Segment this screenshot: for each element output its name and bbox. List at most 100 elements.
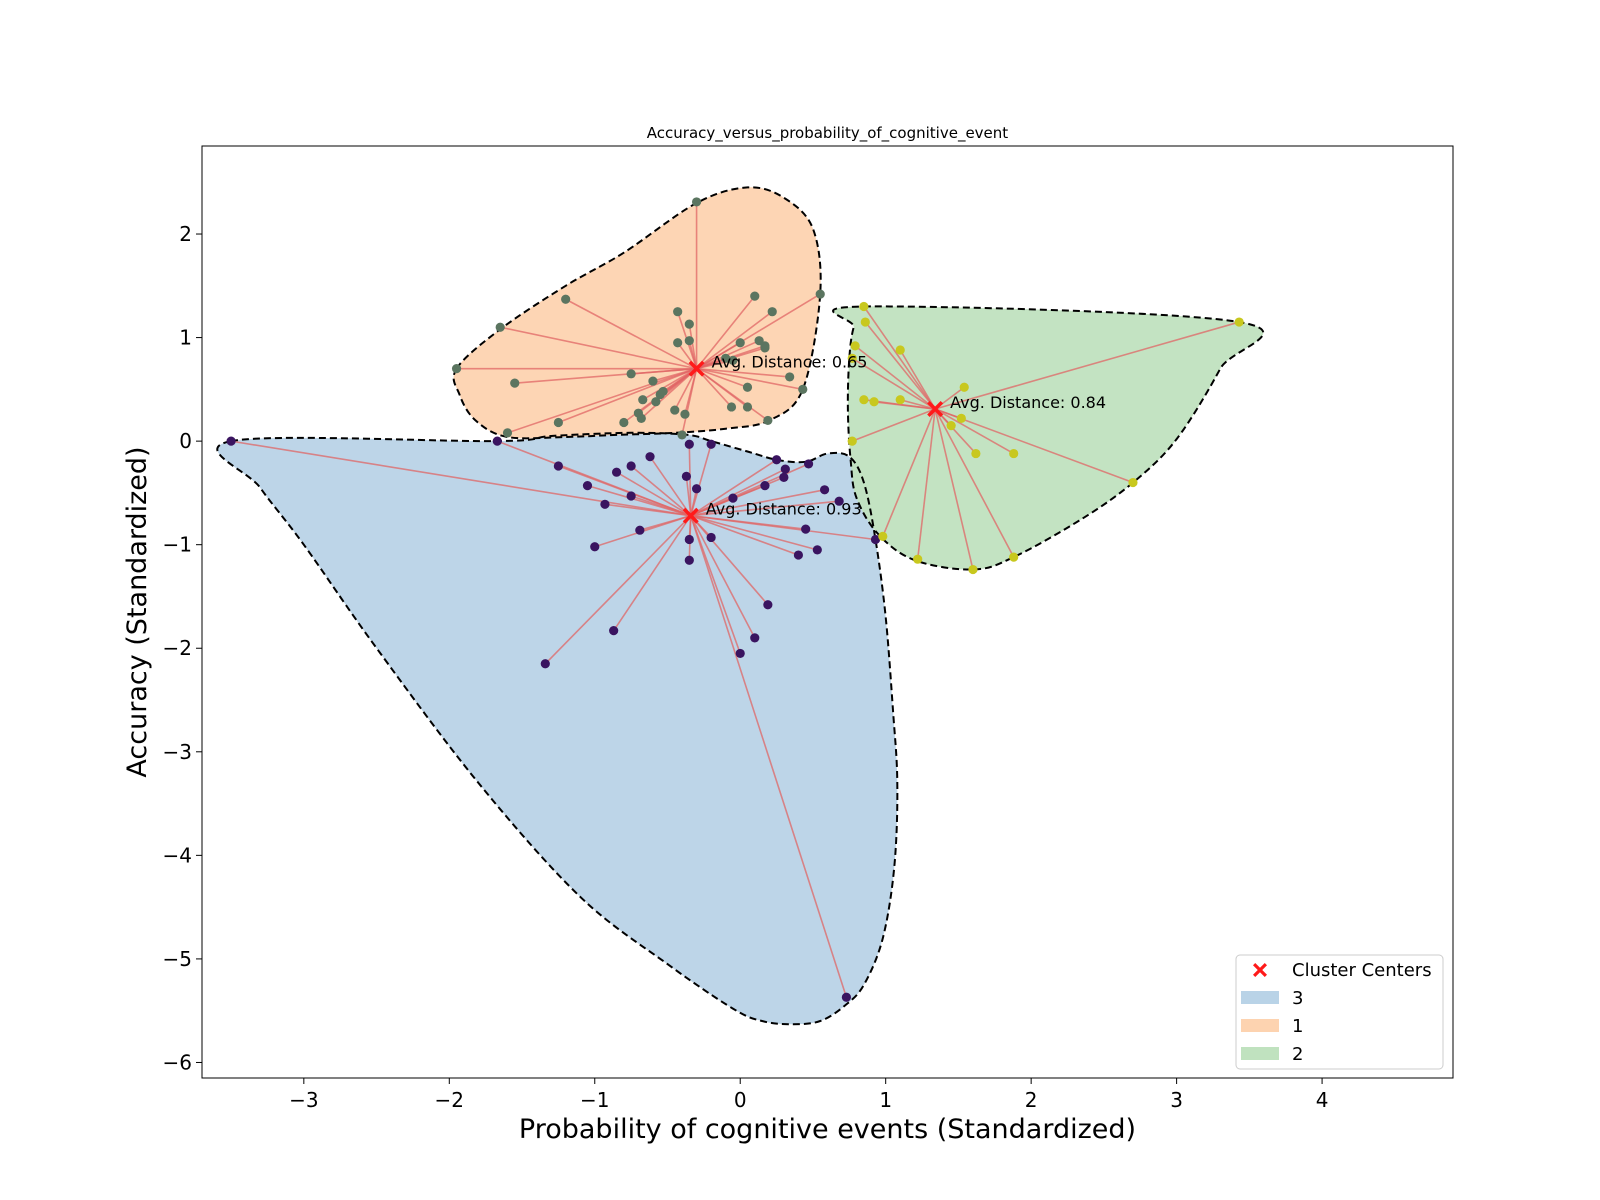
cluster-3-point: [735, 648, 745, 659]
cluster-1-point: [785, 372, 795, 382]
x-tick-label: −1: [580, 1088, 609, 1112]
cluster-3-avg-distance-annotation: Avg. Distance: 0.93: [706, 500, 862, 519]
cluster-1-spoke: [558, 367, 697, 424]
cluster-3-point: [760, 481, 770, 491]
cluster-3-point: [590, 542, 600, 552]
cluster-1-point: [728, 355, 738, 365]
cluster-1-point: [651, 397, 661, 407]
cluster-3-point: [609, 626, 619, 636]
cluster-3-spoke: [689, 444, 712, 516]
cluster-2-point: [895, 345, 905, 355]
cluster-3-spoke: [690, 515, 848, 998]
cluster-2-hull-fill: [833, 306, 1264, 570]
cluster-2-point: [859, 301, 869, 312]
legend-swatch-cluster-3: [1241, 991, 1279, 1004]
cluster-2-spoke: [882, 408, 936, 537]
cluster-1-spoke: [696, 367, 803, 391]
cluster-1-spoke: [688, 323, 698, 369]
cluster-3-point: [681, 471, 691, 481]
cluster-3-spoke: [690, 515, 769, 606]
cluster-1-avg-distance-annotation: Avg. Distance: 0.65: [712, 353, 868, 372]
cluster-3-spoke: [690, 514, 876, 541]
plot-frame: [201, 145, 1454, 1079]
cluster-2-spoke: [873, 400, 936, 410]
cluster-3-spoke: [690, 459, 778, 517]
y-axis-label: Accuracy (Standardized): [122, 446, 153, 777]
cluster-1-spoke: [696, 367, 769, 422]
cluster-3-spoke: [630, 495, 692, 517]
legend-box: [1235, 954, 1444, 1070]
cluster-1-spoke: [631, 367, 697, 375]
cluster-2-spoke: [851, 408, 936, 442]
cluster-3-spoke: [613, 515, 692, 632]
cluster-1-point: [553, 417, 563, 428]
cluster-2-point: [847, 353, 857, 363]
cluster-3-point: [750, 633, 760, 643]
cluster-2-point: [971, 448, 981, 459]
cluster-2-spoke: [934, 408, 1015, 455]
cluster-3-point: [684, 555, 694, 565]
cluster-1-point: [638, 395, 648, 405]
cluster-3-spoke: [690, 514, 799, 556]
cluster-3-point: [540, 659, 550, 669]
x-tick-label: −3: [289, 1088, 318, 1112]
cluster-3-point: [779, 472, 789, 482]
cluster-2-point: [1234, 317, 1244, 327]
cluster-3-center-marker: [682, 507, 699, 524]
cluster-2-spoke: [934, 408, 977, 455]
cluster-2-spoke: [934, 408, 1134, 484]
cluster-2-point: [850, 341, 860, 351]
cluster-2-point: [1009, 448, 1019, 459]
cluster-3-spoke: [604, 503, 691, 517]
legend: Cluster Centers 3 1 2: [1235, 954, 1444, 1070]
cluster-3-spoke: [630, 465, 692, 517]
cluster-3-spoke: [688, 444, 692, 516]
cluster-3-spoke: [616, 471, 692, 517]
cluster-2-point: [859, 395, 869, 405]
cluster-3-point: [553, 461, 563, 471]
cluster-1-spoke: [674, 368, 698, 411]
cluster-3-spoke: [558, 465, 692, 517]
cluster-3-point: [635, 525, 645, 535]
cluster-2-point: [1009, 552, 1019, 562]
legend-swatch-cluster-2: [1241, 1047, 1279, 1060]
cluster-1-spoke: [565, 298, 697, 370]
cluster-2-point: [1128, 477, 1138, 488]
cluster-2-point: [878, 531, 888, 542]
cluster-1-point: [658, 386, 668, 397]
plot-area: Avg. Distance: 0.93 Avg. Distance: 0.65 Av…: [216, 186, 1265, 1026]
cluster-3-point: [763, 600, 773, 610]
cluster-2-spoke: [934, 321, 1240, 410]
cluster-2-point: [913, 554, 923, 564]
cluster-3-point: [600, 499, 610, 509]
cluster-1-point: [684, 336, 694, 346]
chart-title: Accuracy_versus_probability_of_cognitive…: [647, 124, 1008, 143]
cluster-3-hull-outline: [216, 431, 899, 1026]
cluster-3-point: [793, 550, 804, 560]
cluster-1-point: [798, 384, 808, 394]
cluster-3-point: [684, 439, 694, 449]
cluster-2-spoke: [916, 408, 936, 560]
cluster-2-point: [860, 317, 870, 327]
cluster-3-spoke: [690, 463, 809, 517]
cluster-1-point: [763, 415, 773, 426]
cluster-1-point: [680, 409, 690, 419]
cluster-2-point: [956, 413, 966, 423]
cluster-3-spoke: [690, 500, 840, 517]
cluster-3-spoke: [544, 515, 692, 665]
cluster-2-point: [869, 397, 879, 407]
y-tick-label: −3: [163, 740, 192, 764]
cluster-3-point: [611, 467, 622, 477]
cluster-1-point: [495, 322, 505, 332]
cluster-3-spoke: [230, 440, 691, 517]
cluster-1-spoke: [507, 367, 697, 434]
cluster-2-point: [895, 395, 905, 405]
cluster-1-point: [510, 378, 520, 388]
cluster-1-point: [673, 307, 683, 317]
cluster-1-spoke: [696, 311, 773, 370]
cluster-1-point: [636, 413, 646, 423]
cluster-3-point: [728, 493, 738, 503]
cluster-3-point: [834, 496, 844, 506]
cluster-1-spoke: [696, 293, 821, 370]
cluster-3-point: [582, 481, 593, 491]
